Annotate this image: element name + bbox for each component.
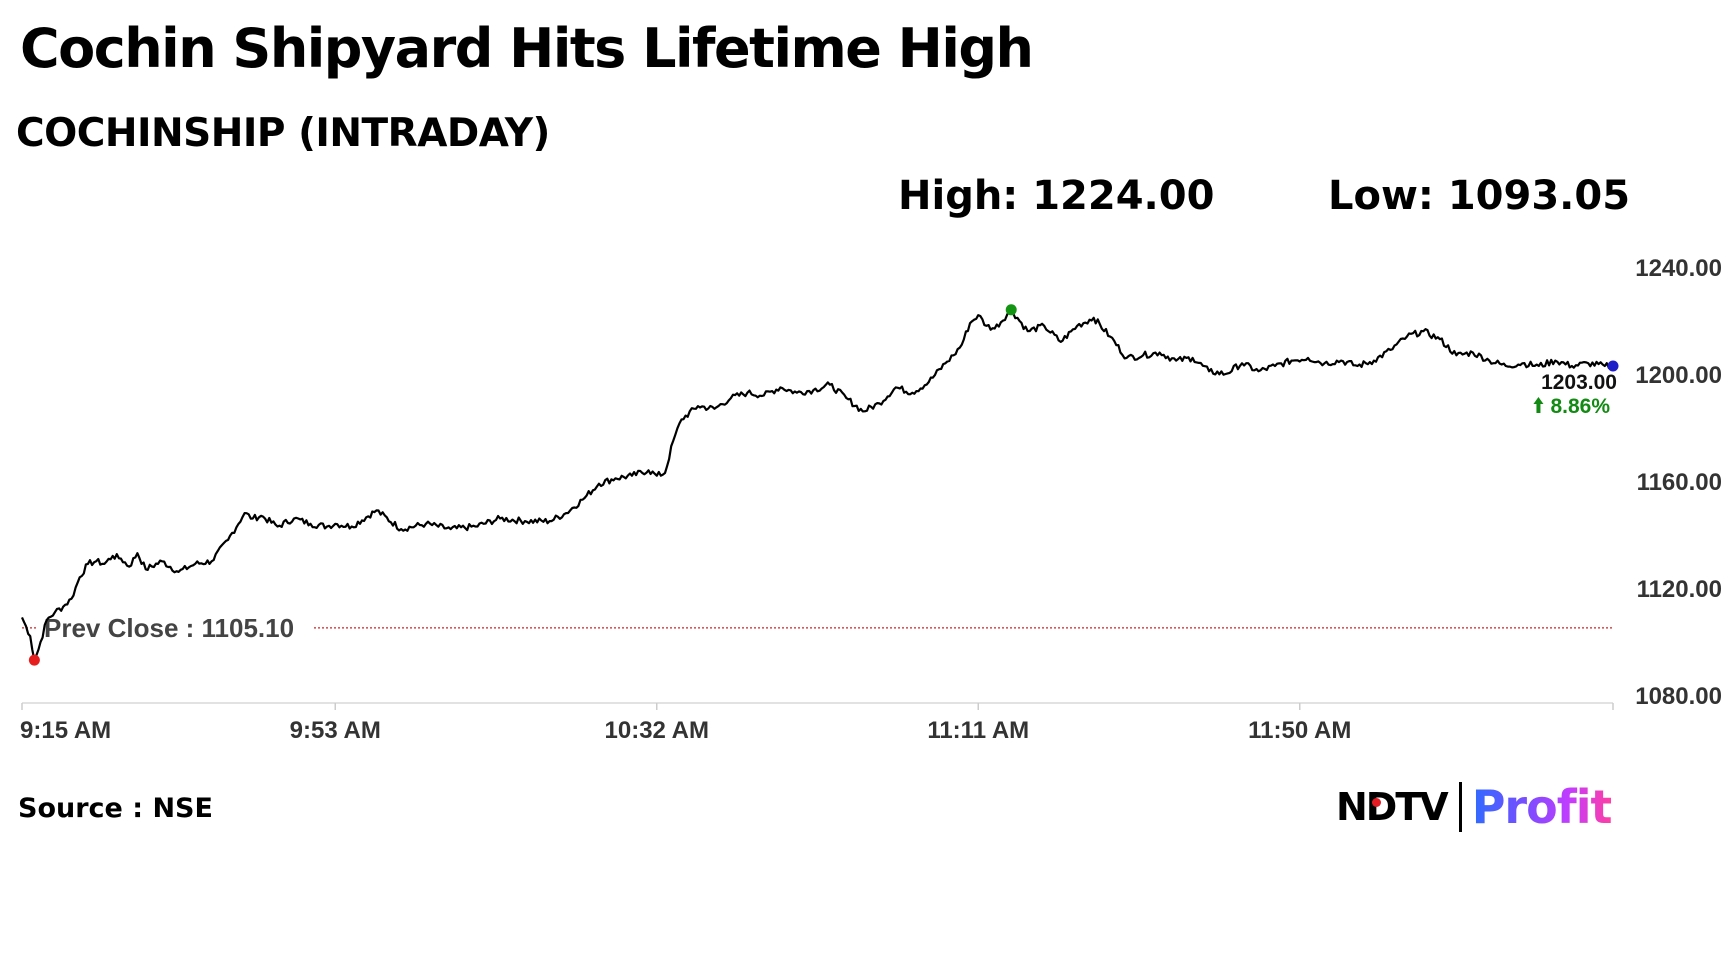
y-tick-label: 1120.00 xyxy=(1637,576,1722,603)
price-line xyxy=(20,308,1614,662)
x-tick-label: 9:15 AM xyxy=(20,717,111,744)
source-note: Source : NSE xyxy=(18,793,213,824)
last-price-marker xyxy=(1607,360,1619,372)
y-tick-label: 1240.00 xyxy=(1635,255,1722,282)
chart-subtitle: COCHINSHIP (INTRADAY) xyxy=(16,111,550,156)
day-high-label: High: 1224.00 xyxy=(898,173,1215,219)
logo-divider xyxy=(1458,782,1462,832)
logo-profit-text: Profit xyxy=(1471,780,1613,834)
prev-close-label: Prev Close : 1105.10 xyxy=(44,613,294,643)
day-low-label: Low: 1093.05 xyxy=(1328,173,1631,219)
x-tick-label: 10:32 AM xyxy=(605,717,709,744)
x-tick-label: 9:53 AM xyxy=(290,717,381,744)
ndtv-profit-logo: NDTV Profit xyxy=(1336,777,1613,837)
y-tick-label: 1160.00 xyxy=(1637,469,1722,496)
last-price-label: 1203.00 xyxy=(1541,371,1617,394)
y-tick-label: 1080.00 xyxy=(1635,683,1722,710)
intraday-price-chart: 9:15 AM 9:53 AM 10:32 AM 11:11 AM 11:50 AM 12… xyxy=(20,255,1722,744)
y-tick-label: 1200.00 xyxy=(1635,362,1722,389)
x-tick-label: 11:50 AM xyxy=(1248,717,1351,744)
x-tick-label: 11:11 AM xyxy=(927,717,1029,744)
day-low-marker xyxy=(28,654,40,666)
chart-title: Cochin Shipyard Hits Lifetime High xyxy=(20,17,1034,80)
arrow-up-icon xyxy=(1533,396,1544,413)
change-percent-label: 8.86% xyxy=(1550,395,1610,418)
day-high-marker xyxy=(1005,304,1017,316)
logo-red-dot xyxy=(1372,798,1381,807)
logo-ndtv-text: NDTV xyxy=(1336,785,1449,829)
prev-close-label-bg xyxy=(38,609,314,644)
